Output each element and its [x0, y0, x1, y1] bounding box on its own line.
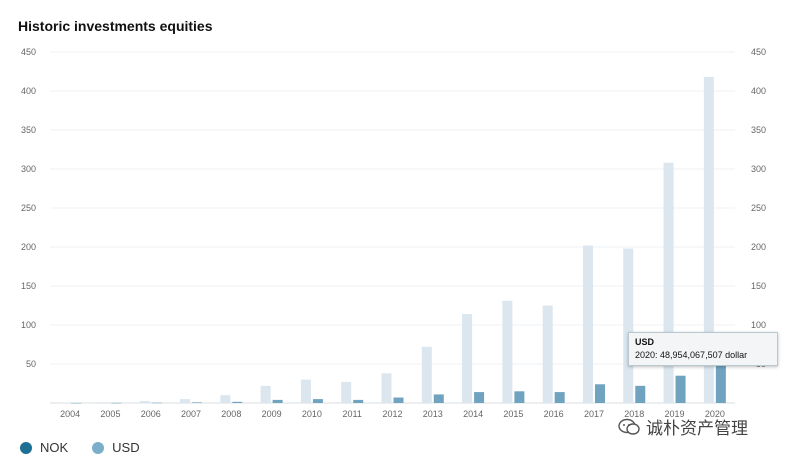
x-tick-2016: 2016 [544, 409, 564, 419]
y-tick-left-450: 450 [21, 47, 36, 57]
bar-usd-2020[interactable] [715, 364, 726, 403]
bar-usd-2006[interactable] [151, 402, 162, 404]
bar-usd-2005[interactable] [111, 402, 122, 404]
y-tick-right-150: 150 [751, 281, 766, 291]
x-tick-2018: 2018 [624, 409, 644, 419]
y-tick-left-50: 50 [26, 359, 36, 369]
y-tick-right-250: 250 [751, 203, 766, 213]
bar-nok-2004[interactable] [59, 402, 70, 404]
bar-nok-2006[interactable] [139, 401, 150, 403]
x-tick-2017: 2017 [584, 409, 604, 419]
y-tick-left-200: 200 [21, 242, 36, 252]
bar-usd-2015[interactable] [514, 391, 525, 403]
bar-usd-2008[interactable] [232, 401, 243, 403]
bar-nok-2007[interactable] [180, 399, 191, 403]
grid-lines [50, 51, 735, 404]
x-tick-2008: 2008 [221, 409, 241, 419]
x-tick-2010: 2010 [302, 409, 322, 419]
bar-nok-2016[interactable] [542, 305, 553, 404]
wechat-icon [618, 418, 640, 435]
bar-usd-2013[interactable] [433, 394, 444, 403]
y-tick-left-300: 300 [21, 164, 36, 174]
y-tick-right-450: 450 [751, 47, 766, 57]
x-tick-2011: 2011 [343, 409, 362, 419]
bar-usd-2018[interactable] [635, 385, 646, 403]
bar-nok-2014[interactable] [462, 314, 473, 403]
y-tick-right-400: 400 [751, 86, 766, 96]
x-tick-2006: 2006 [141, 409, 161, 419]
y-tick-left-150: 150 [21, 281, 36, 291]
bar-nok-2008[interactable] [220, 395, 231, 403]
bar-usd-2004[interactable] [71, 402, 82, 404]
x-tick-2009: 2009 [262, 409, 282, 419]
legend: NOK USD [20, 440, 140, 455]
x-tick-2019: 2019 [665, 409, 685, 419]
bar-nok-2013[interactable] [421, 346, 432, 403]
bar-usd-2017[interactable] [594, 384, 605, 403]
bar-nok-2017[interactable] [582, 245, 593, 403]
bar-usd-2011[interactable] [353, 399, 364, 403]
bars [59, 76, 726, 404]
bar-usd-2014[interactable] [474, 392, 485, 403]
legend-item-usd[interactable]: USD [92, 440, 140, 455]
bar-nok-2005[interactable] [99, 402, 110, 403]
y-tick-right-300: 300 [751, 164, 766, 174]
bar-usd-2019[interactable] [675, 375, 686, 403]
tooltip-text: 2020: 48,954,067,507 dollar [635, 350, 748, 360]
x-tick-2013: 2013 [423, 409, 443, 419]
tooltip-title: USD [635, 337, 655, 347]
x-tick-2004: 2004 [60, 409, 80, 419]
x-axis: 2004 2005 2006 2007 2008 2009 2010 2011 2012 2013… [60, 409, 725, 419]
y-tick-left-400: 400 [21, 86, 36, 96]
y-tick-left-100: 100 [21, 320, 36, 330]
bar-usd-2007[interactable] [192, 402, 203, 403]
chart-title: Historic investments equities [18, 18, 213, 34]
y-tick-left-350: 350 [21, 125, 36, 135]
bar-nok-2019[interactable] [663, 162, 674, 403]
bar-nok-2020[interactable] [703, 76, 714, 404]
legend-item-nok[interactable]: NOK [20, 440, 68, 455]
watermark-text: 诚朴资产管理 [646, 419, 748, 438]
legend-label-nok: NOK [40, 440, 69, 455]
bar-usd-2016[interactable] [554, 392, 565, 403]
x-tick-2005: 2005 [100, 409, 120, 419]
watermark: 诚朴资产管理 [618, 414, 748, 439]
y-axis-left: 50 100 150 200 250 300 350 400 450 [21, 47, 36, 369]
bar-nok-2015[interactable] [502, 300, 513, 403]
bar-usd-2012[interactable] [393, 397, 404, 403]
legend-dot-nok [20, 441, 32, 454]
x-tick-2014: 2014 [463, 409, 483, 419]
bar-nok-2010[interactable] [300, 379, 311, 403]
x-tick-2015: 2015 [503, 409, 523, 419]
bar-usd-2010[interactable] [312, 399, 323, 403]
tooltip: USD 2020: 48,954,067,507 dollar [628, 332, 778, 366]
y-tick-right-100: 100 [751, 320, 766, 330]
y-tick-right-200: 200 [751, 242, 766, 252]
bar-nok-2012[interactable] [381, 373, 392, 403]
bar-nok-2018[interactable] [623, 248, 634, 403]
bar-usd-2009[interactable] [272, 399, 283, 403]
x-tick-2012: 2012 [382, 409, 402, 419]
y-tick-right-350: 350 [751, 125, 766, 135]
legend-label-usd: USD [112, 440, 140, 455]
legend-dot-usd [92, 441, 105, 454]
y-tick-left-250: 250 [21, 203, 36, 213]
bar-nok-2009[interactable] [260, 385, 271, 403]
bar-nok-2011[interactable] [341, 381, 352, 403]
x-tick-2020: 2020 [705, 409, 725, 419]
x-tick-2007: 2007 [181, 409, 201, 419]
